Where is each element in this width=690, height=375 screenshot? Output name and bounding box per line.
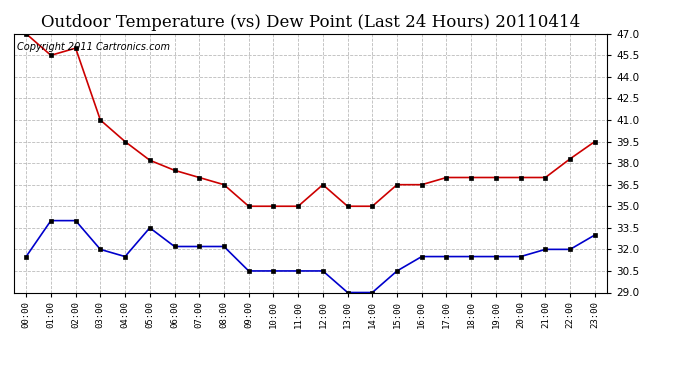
Title: Outdoor Temperature (vs) Dew Point (Last 24 Hours) 20110414: Outdoor Temperature (vs) Dew Point (Last… xyxy=(41,14,580,31)
Text: Copyright 2011 Cartronics.com: Copyright 2011 Cartronics.com xyxy=(17,42,170,51)
